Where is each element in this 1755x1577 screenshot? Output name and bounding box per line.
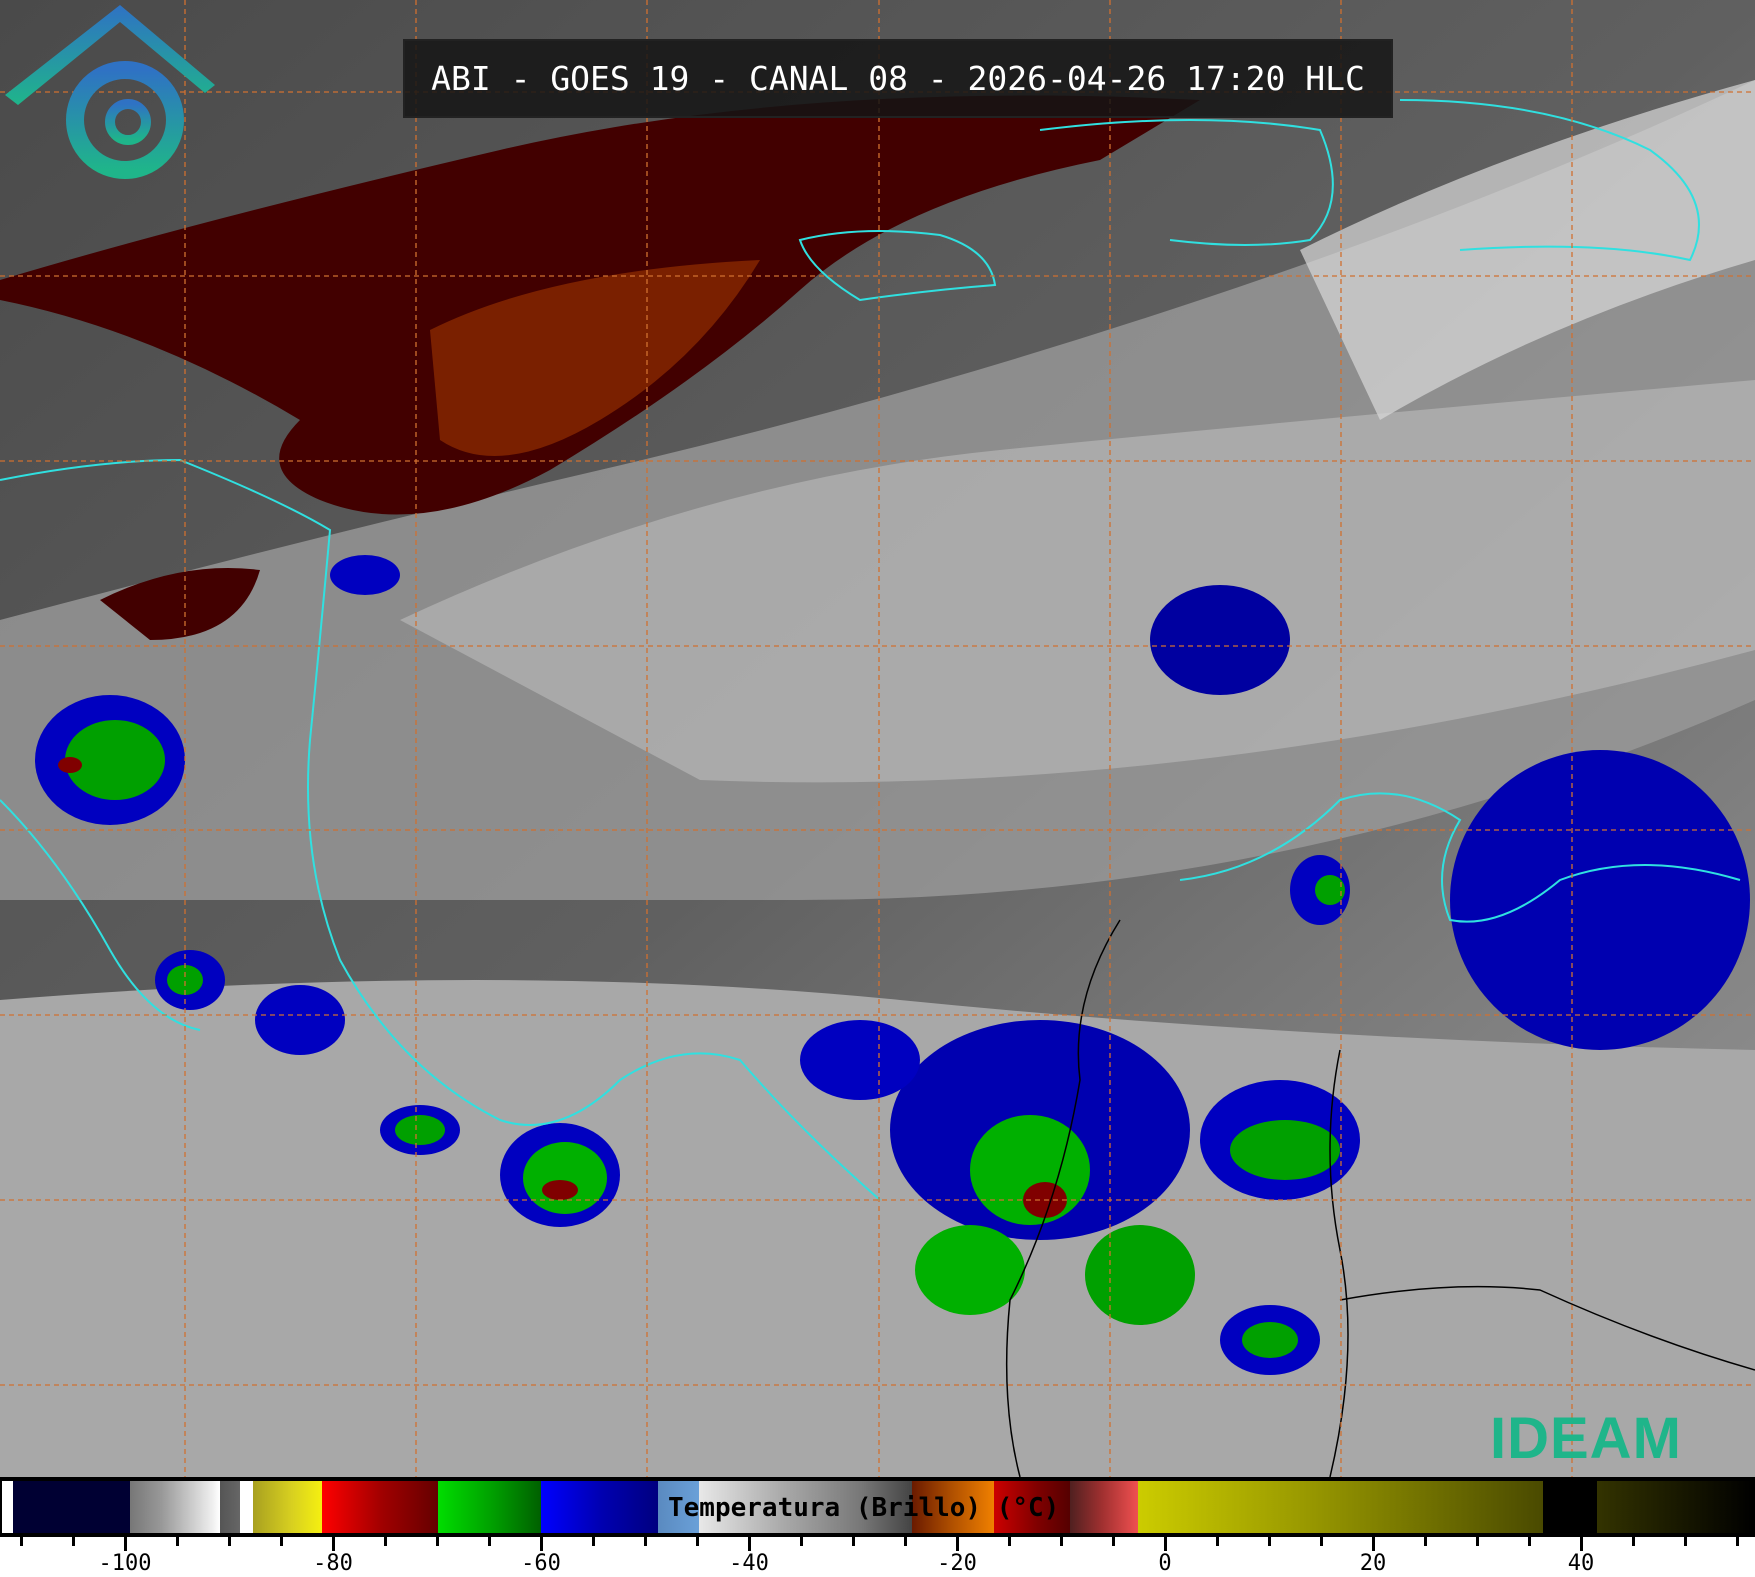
minor-tick [1528,1537,1531,1546]
minor-tick [1424,1537,1427,1546]
minor-tick [852,1537,855,1546]
major-tick [1372,1537,1375,1551]
minor-tick [1684,1537,1687,1546]
minor-tick [592,1537,595,1546]
colorbar-axis: -100 -80 -60 -40 -20 0 20 40 [0,1537,1755,1577]
major-tick [540,1537,543,1551]
colorbar-gradient [2,1481,1753,1533]
minor-tick [1060,1537,1063,1546]
coastlines [0,99,1741,1201]
minor-tick [904,1537,907,1546]
tick-label: -100 [98,1551,152,1576]
minor-tick [20,1537,23,1546]
tick-label: -40 [729,1551,769,1576]
colorbar-label: Temperatura (Brillo) (°C) [668,1493,1060,1523]
minor-tick [384,1537,387,1546]
tick-label: 20 [1359,1551,1387,1576]
tick-label: 0 [1158,1551,1172,1576]
image-title: ABI - GOES 19 - CANAL 08 - 2026-04-26 17… [403,39,1393,118]
minor-tick [488,1537,491,1546]
minor-tick [72,1537,75,1546]
tick-label: -20 [937,1551,977,1576]
dry-air-region [0,95,1200,640]
minor-tick [1632,1537,1635,1546]
tick-label: 40 [1567,1551,1595,1576]
major-tick [124,1537,127,1551]
satellite-map: ABI - GOES 19 - CANAL 08 - 2026-04-26 17… [0,0,1755,1477]
minor-tick [280,1537,283,1546]
minor-tick [176,1537,179,1546]
major-tick [332,1537,335,1551]
minor-tick [1008,1537,1011,1546]
minor-tick [644,1537,647,1546]
tick-label: -80 [313,1551,353,1576]
minor-tick [1112,1537,1115,1546]
map-imagery [0,0,1755,1477]
title-text: ABI - GOES 19 - CANAL 08 - 2026-04-26 17… [431,59,1365,98]
major-tick [1580,1537,1583,1551]
major-tick [1164,1537,1167,1551]
major-tick [748,1537,751,1551]
minor-tick [1216,1537,1219,1546]
minor-tick [800,1537,803,1546]
ideam-logo-icon [5,5,215,179]
minor-tick [1736,1537,1739,1546]
minor-tick [1476,1537,1479,1546]
tick-label: -60 [521,1551,561,1576]
minor-tick [696,1537,699,1546]
colorbar [0,1477,1755,1537]
minor-tick [228,1537,231,1546]
major-tick [956,1537,959,1551]
convective-cells [35,555,1750,1375]
minor-tick [436,1537,439,1546]
borders [1005,919,1755,1477]
minor-tick [1268,1537,1271,1546]
logo-text: IDEAM [1490,1406,1682,1471]
minor-tick [1320,1537,1323,1546]
